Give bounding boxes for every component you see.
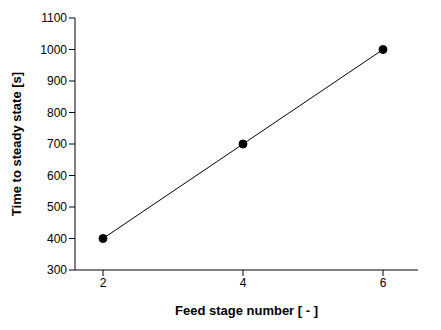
svg-text:6: 6 [380, 276, 387, 290]
svg-text:500: 500 [47, 200, 67, 214]
svg-text:1000: 1000 [40, 43, 67, 57]
svg-text:1100: 1100 [41, 11, 67, 25]
svg-text:700: 700 [47, 137, 67, 151]
svg-text:400: 400 [47, 232, 67, 246]
svg-text:300: 300 [47, 263, 67, 277]
svg-text:2: 2 [100, 276, 107, 290]
svg-text:Time to steady state [s]: Time to steady state [s] [9, 72, 24, 216]
svg-text:600: 600 [47, 169, 67, 183]
svg-text:4: 4 [240, 276, 247, 290]
svg-text:Feed stage number [ - ]: Feed stage number [ - ] [175, 303, 318, 318]
svg-text:900: 900 [47, 74, 67, 88]
svg-text:800: 800 [47, 106, 67, 120]
